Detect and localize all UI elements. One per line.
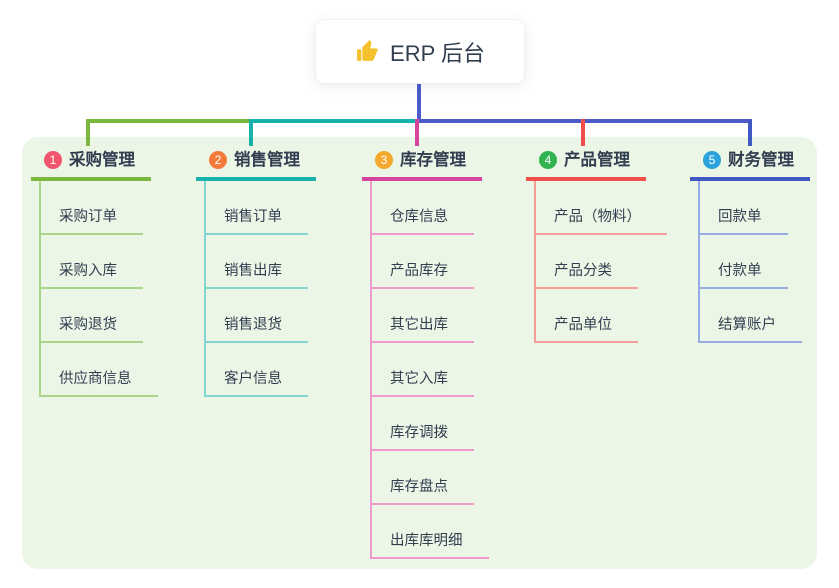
child-node-label[interactable]: 库存盘点 — [372, 475, 474, 505]
branch-title: 采购管理 — [69, 151, 135, 169]
child-node-label[interactable]: 销售订单 — [206, 205, 308, 235]
branches-panel — [22, 137, 817, 569]
child-node: 库存调拨 — [372, 397, 489, 451]
branch-5: 5 财务管理回款单付款单结算账户 — [690, 148, 810, 343]
child-node: 采购订单 — [41, 181, 158, 235]
branch-title: 产品管理 — [564, 151, 630, 169]
child-node: 出库库明细 — [372, 505, 489, 559]
root-connector-line — [417, 82, 421, 123]
child-node: 销售出库 — [206, 235, 316, 289]
branch-2: 2 销售管理销售订单销售出库销售退货客户信息 — [196, 148, 316, 397]
root-node[interactable]: ERP 后台 — [315, 19, 525, 84]
branch-title: 销售管理 — [234, 151, 300, 169]
branch-header[interactable]: 1 采购管理 — [31, 148, 151, 181]
child-node-label[interactable]: 出库库明细 — [372, 529, 489, 559]
child-node: 结算账户 — [700, 289, 810, 343]
branch-children: 产品（物料） 产品分类产品单位 — [534, 181, 667, 343]
branch-title: 财务管理 — [728, 151, 794, 169]
child-node: 客户信息 — [206, 343, 316, 397]
branch-header[interactable]: 5 财务管理 — [690, 148, 810, 181]
child-node: 采购入库 — [41, 235, 158, 289]
branch-children: 仓库信息产品库存其它出库其它入库库存调拨库存盘点出库库明细 — [370, 181, 489, 559]
child-node: 产品单位 — [536, 289, 667, 343]
branch-connector-line — [417, 119, 752, 123]
branch-number-badge: 5 — [703, 151, 721, 169]
child-node-label[interactable]: 仓库信息 — [372, 205, 474, 235]
child-node: 付款单 — [700, 235, 810, 289]
child-node: 其它入库 — [372, 343, 489, 397]
root-title: ERP 后台 — [390, 40, 485, 66]
child-node-label[interactable]: 客户信息 — [206, 367, 308, 397]
child-node-label[interactable]: 结算账户 — [700, 313, 802, 343]
branch-children: 采购订单采购入库采购退货供应商信息 — [39, 181, 158, 397]
child-node: 供应商信息 — [41, 343, 158, 397]
child-node-label[interactable]: 付款单 — [700, 259, 788, 289]
branch-number-badge: 2 — [209, 151, 227, 169]
child-node-label[interactable]: 采购入库 — [41, 259, 143, 289]
child-node-label[interactable]: 库存调拨 — [372, 421, 474, 451]
child-node-label[interactable]: 产品分类 — [536, 259, 638, 289]
branch-4: 4 产品管理产品（物料） 产品分类产品单位 — [526, 148, 667, 343]
child-node-label[interactable]: 回款单 — [700, 205, 788, 235]
child-node-label[interactable]: 销售出库 — [206, 259, 308, 289]
child-node-label[interactable]: 其它入库 — [372, 367, 474, 397]
child-node: 采购退货 — [41, 289, 158, 343]
child-node: 销售退货 — [206, 289, 316, 343]
child-node-label[interactable]: 产品单位 — [536, 313, 638, 343]
child-node: 仓库信息 — [372, 181, 489, 235]
branch-header[interactable]: 3 库存管理 — [362, 148, 482, 181]
branch-header[interactable]: 4 产品管理 — [526, 148, 646, 181]
child-node-label[interactable]: 其它出库 — [372, 313, 474, 343]
child-node: 产品库存 — [372, 235, 489, 289]
child-node-label[interactable]: 采购退货 — [41, 313, 143, 343]
child-node: 回款单 — [700, 181, 810, 235]
child-node: 其它出库 — [372, 289, 489, 343]
child-node-label[interactable]: 产品（物料） — [536, 205, 667, 235]
branch-header[interactable]: 2 销售管理 — [196, 148, 316, 181]
branch-title: 库存管理 — [400, 151, 466, 169]
branch-1: 1 采购管理采购订单采购入库采购退货供应商信息 — [31, 148, 158, 397]
child-node: 销售订单 — [206, 181, 316, 235]
branch-children: 回款单付款单结算账户 — [698, 181, 810, 343]
child-node: 产品分类 — [536, 235, 667, 289]
child-node-label[interactable]: 供应商信息 — [41, 367, 158, 397]
branch-number-badge: 1 — [44, 151, 62, 169]
branch-3: 3 库存管理仓库信息产品库存其它出库其它入库库存调拨库存盘点出库库明细 — [362, 148, 489, 559]
branch-number-badge: 3 — [375, 151, 393, 169]
child-node: 产品（物料） — [536, 181, 667, 235]
child-node: 库存盘点 — [372, 451, 489, 505]
branch-children: 销售订单销售出库销售退货客户信息 — [204, 181, 316, 397]
child-node-label[interactable]: 产品库存 — [372, 259, 474, 289]
branch-number-badge: 4 — [539, 151, 557, 169]
child-node-label[interactable]: 销售退货 — [206, 313, 308, 343]
branch-connector-line — [86, 119, 253, 123]
thumbs-up-icon — [355, 39, 380, 64]
child-node-label[interactable]: 采购订单 — [41, 205, 143, 235]
branch-connector-line — [253, 119, 417, 123]
